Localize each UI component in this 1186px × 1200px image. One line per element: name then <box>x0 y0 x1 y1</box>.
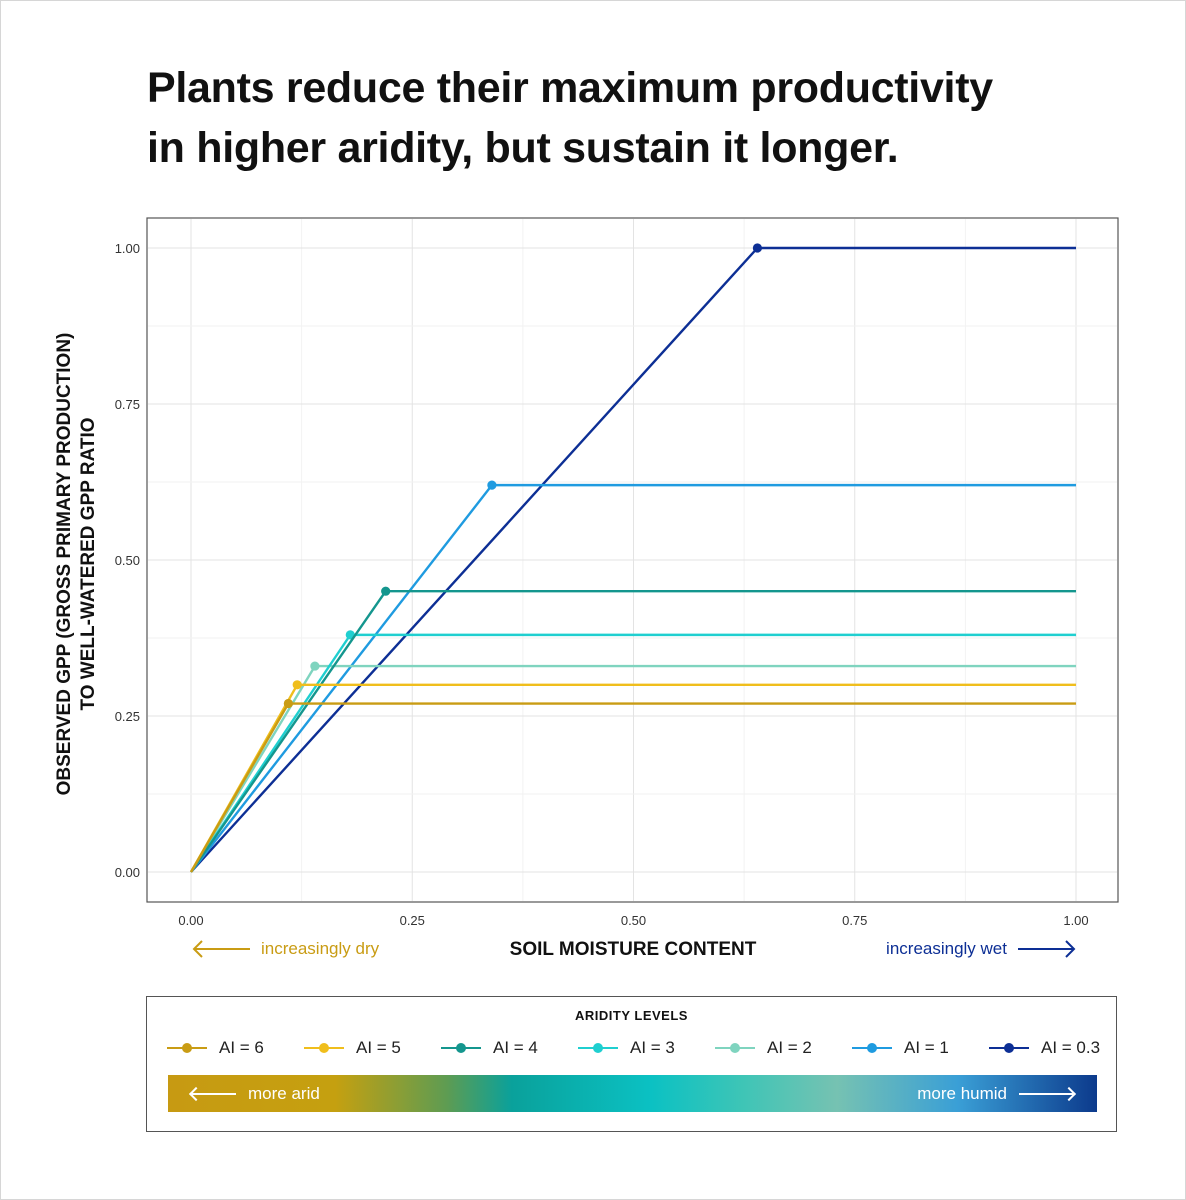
legend-label: AI = 5 <box>356 1038 401 1057</box>
legend-item-ai-2: AI = 2 <box>715 1037 812 1059</box>
legend-label: AI = 6 <box>219 1038 264 1057</box>
legend-swatch <box>304 1037 344 1059</box>
x-axis-label: SOIL MOISTURE CONTENT <box>510 939 757 960</box>
series-point-ai-4 <box>381 586 391 596</box>
wet-arrow-head <box>1065 940 1076 958</box>
dry-arrow-head <box>192 940 203 958</box>
gradient-left-label: more arid <box>248 1083 320 1103</box>
gradient-left: more arid <box>188 1075 320 1112</box>
legend-swatch <box>441 1037 481 1059</box>
wet-annotation: increasingly wet <box>886 939 1076 958</box>
line-chart: 0.00 0.25 0.50 0.75 1.00 0.00 0.25 0.50 0.75 1.00… <box>54 217 1119 960</box>
legend-item-ai-5: AI = 5 <box>304 1037 401 1059</box>
gradient-right-label: more humid <box>917 1083 1007 1103</box>
y-tick-label: 0.00 <box>115 865 140 880</box>
series-point-ai-1 <box>487 480 497 490</box>
series-point-ai-5 <box>292 680 302 690</box>
legend-swatch <box>852 1037 892 1059</box>
legend-title: ARIDITY LEVELS <box>575 1008 688 1023</box>
series-point-ai-2 <box>310 661 320 671</box>
legend-swatch <box>578 1037 618 1059</box>
arrow-left-icon <box>188 1086 236 1101</box>
chart-title: Plants reduce their maximum productivity… <box>147 58 1147 178</box>
legend-label: AI = 1 <box>904 1038 949 1057</box>
legend-label: AI = 3 <box>630 1038 675 1057</box>
x-tick-label: 0.25 <box>400 913 425 928</box>
legend-swatch <box>715 1037 755 1059</box>
y-tick-label: 0.50 <box>115 553 140 568</box>
y-tick-label: 0.75 <box>115 397 140 412</box>
dry-annotation-label: increasingly dry <box>261 939 380 958</box>
legend-item-ai-6: AI = 6 <box>167 1037 264 1059</box>
plot-panel-border <box>146 217 1119 903</box>
gradient-right: more humid <box>917 1075 1077 1112</box>
legend-item-ai-4: AI = 4 <box>441 1037 538 1059</box>
x-tick-label: 0.00 <box>178 913 203 928</box>
x-tick-label: 0.75 <box>842 913 867 928</box>
arrow-right-icon <box>1019 1086 1077 1101</box>
legend-item-ai-3: AI = 3 <box>578 1037 675 1059</box>
legend-item-ai-1: AI = 1 <box>852 1037 949 1059</box>
y-tick-label: 0.25 <box>115 709 140 724</box>
wet-annotation-label: increasingly wet <box>886 939 1007 958</box>
y-tick-label: 1.00 <box>115 241 140 256</box>
x-tick-label: 0.50 <box>621 913 646 928</box>
aridity-gradient-bar: more arid more humid <box>168 1075 1097 1112</box>
chart-title-line-2: in higher aridity, but sustain it longer… <box>147 124 899 172</box>
legend-label: AI = 0.3 <box>1041 1038 1101 1057</box>
legend-items: AI = 6 AI = 5 AI = 4 AI = 3 AI = 2 AI = 1 AI =… <box>167 1037 1107 1059</box>
legend-swatch <box>989 1037 1029 1059</box>
legend-item-ai-0-3: AI = 0.3 <box>989 1037 1100 1059</box>
x-tick-label: 1.00 <box>1063 913 1088 928</box>
legend-label: AI = 2 <box>767 1038 812 1057</box>
dry-annotation: increasingly dry <box>192 939 380 958</box>
chart-title-line-1: Plants reduce their maximum productivity <box>147 64 993 112</box>
legend-swatch <box>167 1037 207 1059</box>
y-axis-label-line-1: OBSERVED GPP (GROSS PRIMARY PRODUCTION) <box>54 333 75 796</box>
legend-label: AI = 4 <box>493 1038 538 1057</box>
series-point-ai-0-3 <box>752 243 763 253</box>
y-axis-label-line-2: TO WELL-WATERED GPP RATIO <box>78 417 99 710</box>
series-point-ai-6 <box>283 698 293 709</box>
